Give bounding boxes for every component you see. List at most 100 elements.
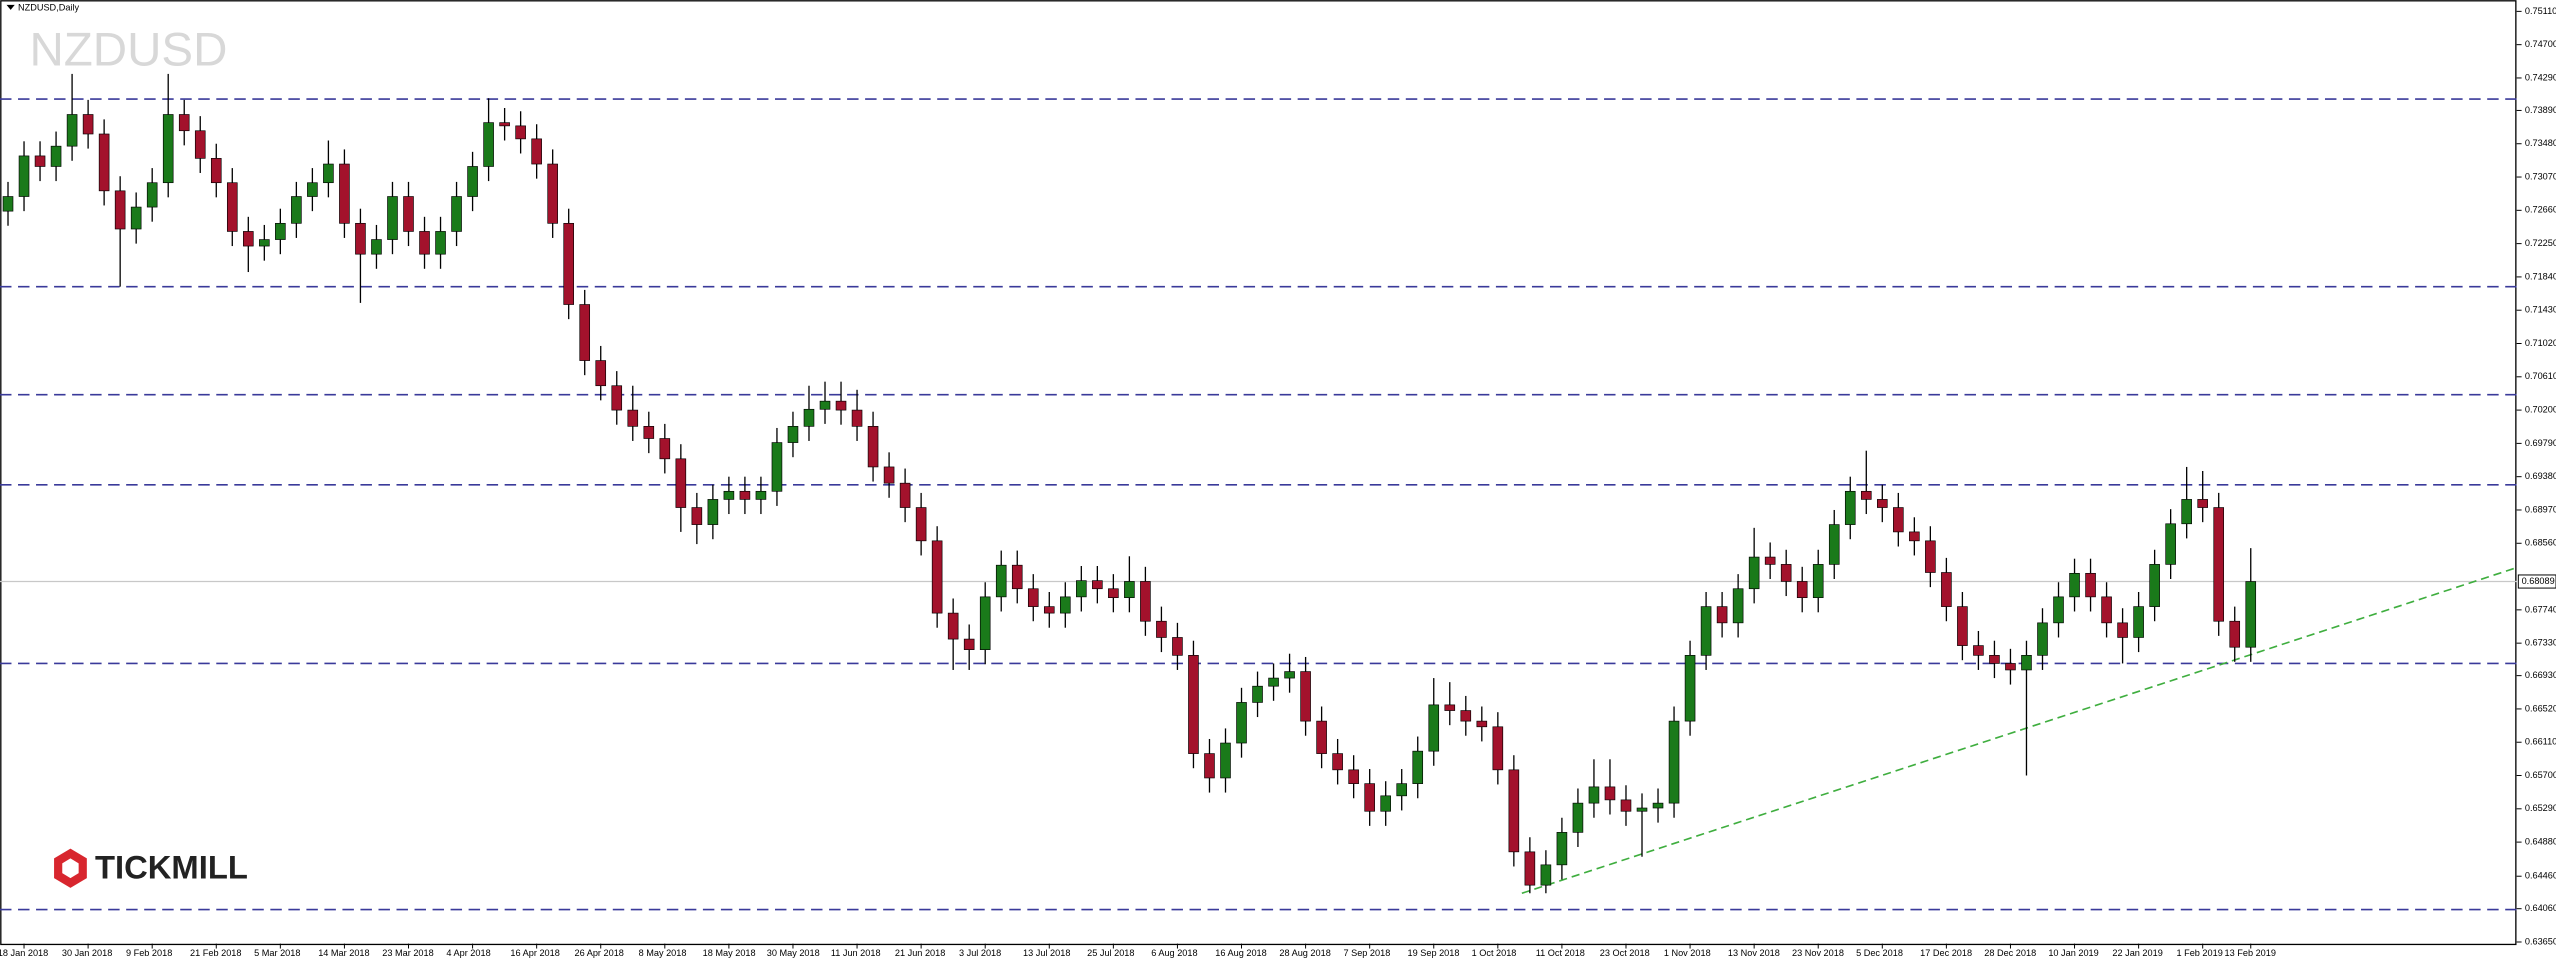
candle-body <box>787 426 799 443</box>
candle-body <box>1636 807 1648 812</box>
candle-body <box>755 490 767 500</box>
x-tick-label: 23 Oct 2018 <box>1600 948 1650 958</box>
candle-body <box>259 239 270 247</box>
candle-body <box>1284 671 1295 679</box>
candle-body <box>1588 786 1600 804</box>
x-tick-label: 28 Aug 2018 <box>1279 948 1330 958</box>
candle-body <box>1524 851 1536 886</box>
y-tick-label: 0.71840 <box>2525 271 2556 281</box>
logo-mark-inner <box>62 858 79 879</box>
x-tick-label: 30 Jan 2018 <box>62 948 112 958</box>
candle-body <box>419 231 430 255</box>
candle-body <box>146 182 158 208</box>
y-tick-label: 0.72660 <box>2525 205 2556 215</box>
candle-body <box>1172 637 1183 656</box>
candle-body <box>1092 580 1103 590</box>
candle-body <box>114 190 126 230</box>
candle-body <box>1652 802 1664 809</box>
candle-body <box>1268 677 1279 687</box>
candle-body <box>1540 864 1552 886</box>
y-tick-label: 0.68560 <box>2525 538 2556 548</box>
y-tick-label: 0.65700 <box>2525 770 2556 780</box>
candle-body <box>1860 490 1872 500</box>
y-tick-label: 0.69380 <box>2525 471 2556 481</box>
candle-body <box>1828 524 1840 565</box>
candle-body <box>1508 769 1520 853</box>
candle-body <box>1204 753 1215 779</box>
candle-body <box>2229 620 2241 648</box>
candle-body <box>243 231 254 247</box>
y-tick-label: 0.70610 <box>2525 371 2556 381</box>
candle-body <box>226 182 238 232</box>
last-price-label: 0.68089 <box>2522 576 2555 586</box>
x-tick-label: 13 Jul 2018 <box>1023 948 1070 958</box>
candle-body <box>611 385 623 411</box>
candle-body <box>1300 671 1311 722</box>
y-tick-label: 0.72250 <box>2525 238 2556 248</box>
candle-body <box>1604 786 1616 801</box>
y-tick-label: 0.71430 <box>2525 305 2556 315</box>
candle-body <box>275 222 286 240</box>
candle-body <box>66 114 78 147</box>
logo: TICKMILL <box>54 849 248 888</box>
candle-body <box>915 507 927 542</box>
candle-body <box>178 114 190 132</box>
candle-body <box>2117 622 2128 638</box>
candle-body <box>2101 596 2112 624</box>
candle-body <box>1332 753 1343 771</box>
candle-body <box>1236 702 1247 744</box>
candle-body <box>82 114 94 135</box>
candle-body <box>899 482 911 508</box>
candle-body <box>1572 802 1584 833</box>
candle-body <box>931 540 943 614</box>
candle-body <box>595 360 607 387</box>
candle-body <box>2165 523 2176 565</box>
candle-body <box>162 114 174 184</box>
candle-body <box>1011 564 1023 590</box>
candle-body <box>947 612 959 640</box>
candle-body <box>1364 783 1375 812</box>
candle-body <box>819 400 831 410</box>
candle-body <box>963 638 975 650</box>
x-tick-label: 17 Dec 2018 <box>1920 948 1972 958</box>
candle-body <box>130 206 142 230</box>
candle-body <box>1460 710 1472 722</box>
candle-body <box>723 490 735 500</box>
x-tick-label: 3 Jul 2018 <box>959 948 1001 958</box>
y-tick-label: 0.66110 <box>2525 737 2556 747</box>
y-tick-label: 0.66520 <box>2525 703 2556 713</box>
y-tick-label: 0.73890 <box>2525 105 2556 115</box>
candle-body <box>1444 704 1456 711</box>
x-tick-label: 26 Apr 2018 <box>575 948 624 958</box>
y-tick-label: 0.74290 <box>2525 72 2556 82</box>
candle-body <box>2085 572 2096 598</box>
x-tick-label: 25 Jul 2018 <box>1087 948 1134 958</box>
y-tick-label: 0.75110 <box>2525 6 2556 16</box>
candle-body <box>627 409 639 427</box>
menu-arrow[interactable] <box>6 4 15 10</box>
candle-body <box>1043 606 1055 614</box>
candle-body <box>387 196 398 240</box>
x-tick-label: 1 Oct 2018 <box>1472 948 1517 958</box>
x-tick-label: 7 Sep 2018 <box>1343 948 1390 958</box>
plot <box>0 73 2517 911</box>
candle-body <box>2181 499 2192 525</box>
x-tick-label: 13 Feb 2019 <box>2225 948 2276 958</box>
candle-body <box>2149 564 2160 607</box>
candle-body <box>339 163 350 224</box>
y-tick-label: 0.71020 <box>2525 338 2556 348</box>
candle-body <box>1925 540 1936 573</box>
candle-body <box>1428 704 1440 752</box>
candle-body <box>659 438 671 460</box>
candle-body <box>435 231 446 255</box>
y-tick-label: 0.67740 <box>2525 604 2556 614</box>
candle-body <box>2005 663 2016 671</box>
candle-body <box>691 507 703 525</box>
candle-body <box>1957 606 1968 646</box>
candle-body <box>371 239 382 255</box>
y-tick-label: 0.73070 <box>2525 171 2556 181</box>
candle-body <box>1732 588 1744 624</box>
logo-text: TICKMILL <box>95 849 248 886</box>
candle-body <box>1124 581 1135 599</box>
